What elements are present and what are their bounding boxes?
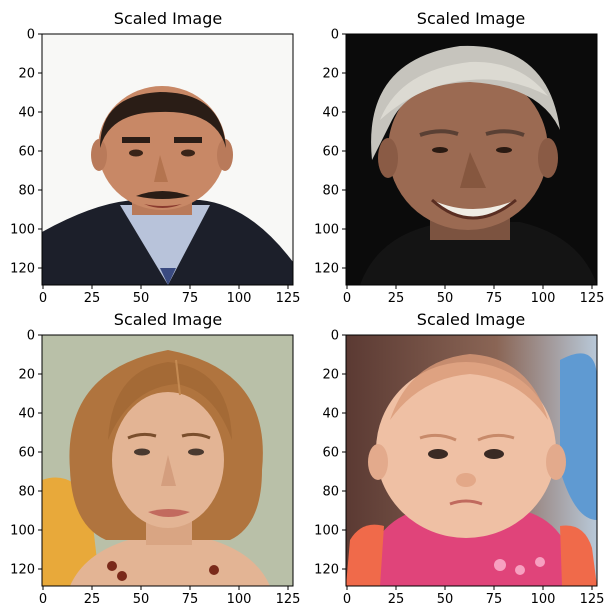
- y-tick-label: 100: [314, 524, 339, 539]
- panel-title: Scaled Image: [114, 310, 222, 329]
- y-tick-label: 80: [18, 485, 35, 500]
- x-tick-label: 100: [227, 291, 252, 306]
- y-tick-label: 60: [18, 446, 35, 461]
- x-tick-label: 75: [182, 291, 199, 306]
- photo-woman-auburn-hair: [42, 335, 293, 586]
- y-tick-label: 20: [322, 368, 339, 383]
- x-tick-label: 100: [531, 592, 556, 607]
- y-tick-label: 120: [314, 563, 339, 578]
- x-axis: 0 25 50 75 100 125: [343, 285, 605, 306]
- x-axis: 0 25 50 75 100 125: [343, 586, 605, 607]
- x-tick-label: 0: [343, 592, 351, 607]
- x-tick-label: 125: [276, 291, 301, 306]
- panel-2: Scaled Image: [314, 9, 604, 306]
- x-tick-label: 25: [388, 592, 405, 607]
- x-tick-label: 50: [133, 592, 150, 607]
- x-tick-label: 100: [227, 592, 252, 607]
- y-tick-label: 120: [10, 563, 35, 578]
- axes-frame: [345, 33, 598, 286]
- axes-frame: [345, 334, 598, 587]
- x-tick-label: 75: [182, 592, 199, 607]
- x-tick-label: 0: [39, 291, 47, 306]
- y-axis: 0 20 40 60 80 100 120: [10, 329, 42, 578]
- x-tick-label: 125: [580, 592, 605, 607]
- y-tick-label: 40: [322, 106, 339, 121]
- y-tick-label: 60: [322, 446, 339, 461]
- panel-1: Scaled Image: [10, 9, 300, 306]
- y-axis: 0 20 40 60 80 100 120: [314, 28, 346, 277]
- y-axis: 0 20 40 60 80 100 120: [10, 28, 42, 277]
- x-tick-label: 75: [486, 592, 503, 607]
- photo-smiling-older-man: [346, 34, 597, 285]
- y-tick-label: 100: [314, 223, 339, 238]
- panel-4: Scaled Image: [314, 310, 604, 607]
- axes-frame: [41, 334, 294, 587]
- panel-title: Scaled Image: [417, 9, 525, 28]
- y-tick-label: 0: [331, 28, 339, 43]
- panel-3: Scaled Image: [10, 310, 300, 607]
- x-tick-label: 125: [276, 592, 301, 607]
- y-tick-label: 80: [322, 184, 339, 199]
- y-tick-label: 80: [322, 485, 339, 500]
- y-tick-label: 120: [10, 262, 35, 277]
- panel-title: Scaled Image: [417, 310, 525, 329]
- y-tick-label: 40: [322, 407, 339, 422]
- y-tick-label: 100: [10, 223, 35, 238]
- x-tick-label: 100: [531, 291, 556, 306]
- y-tick-label: 20: [322, 67, 339, 82]
- y-tick-label: 20: [18, 67, 35, 82]
- x-tick-label: 50: [437, 592, 454, 607]
- x-tick-label: 25: [84, 592, 101, 607]
- y-tick-label: 20: [18, 368, 35, 383]
- y-tick-label: 0: [27, 28, 35, 43]
- y-tick-label: 0: [331, 329, 339, 344]
- x-tick-label: 0: [39, 592, 47, 607]
- photo-man-suit: [42, 34, 293, 285]
- x-tick-label: 25: [388, 291, 405, 306]
- x-tick-label: 125: [580, 291, 605, 306]
- x-tick-label: 50: [437, 291, 454, 306]
- x-axis: 0 25 50 75 100 125: [39, 285, 301, 306]
- y-tick-label: 60: [18, 145, 35, 160]
- y-tick-label: 120: [314, 262, 339, 277]
- x-tick-label: 25: [84, 291, 101, 306]
- y-tick-label: 40: [18, 106, 35, 121]
- x-tick-label: 50: [133, 291, 150, 306]
- y-tick-label: 80: [18, 184, 35, 199]
- panel-title: Scaled Image: [114, 9, 222, 28]
- y-axis: 0 20 40 60 80 100 120: [314, 329, 346, 578]
- x-axis: 0 25 50 75 100 125: [39, 586, 301, 607]
- y-tick-label: 60: [322, 145, 339, 160]
- axes-frame: [41, 33, 294, 286]
- x-tick-label: 75: [486, 291, 503, 306]
- x-tick-label: 0: [343, 291, 351, 306]
- y-tick-label: 100: [10, 524, 35, 539]
- y-tick-label: 0: [27, 329, 35, 344]
- photo-baby-pink-shirt: [346, 335, 597, 586]
- y-tick-label: 40: [18, 407, 35, 422]
